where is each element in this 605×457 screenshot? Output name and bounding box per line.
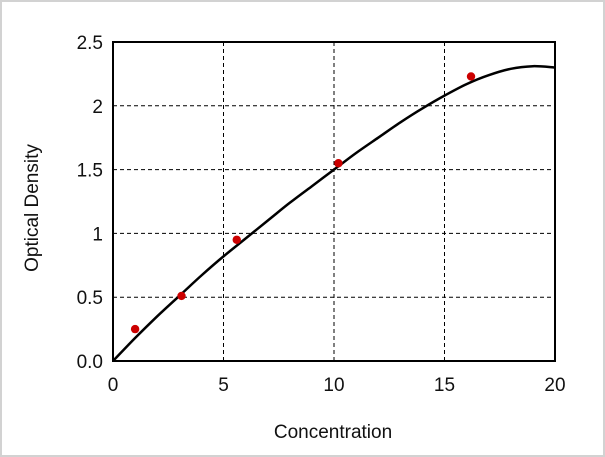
data-points (130, 72, 476, 334)
gridlines (113, 42, 555, 361)
data-point (334, 159, 343, 168)
plot-area (112, 41, 556, 362)
y-tick-label: 2 (92, 97, 103, 118)
x-axis-label: Concentration (274, 422, 392, 443)
y-tick-label: 2.5 (77, 33, 103, 54)
data-point (466, 72, 476, 81)
y-axis-label: Optical Density (22, 144, 43, 272)
y-tick-label: 0.0 (77, 352, 103, 373)
data-point (130, 324, 140, 334)
y-tick-label: 1 (92, 224, 103, 245)
data-point (232, 235, 241, 244)
data-point (177, 291, 186, 301)
fit-curve (112, 64, 556, 362)
x-tick-label: 20 (544, 375, 565, 396)
y-tick-labels: 0.0 0.5 1 1.5 2 2.5 (77, 33, 103, 373)
y-tick-label: 0.5 (77, 288, 103, 309)
x-tick-label: 5 (218, 375, 229, 396)
x-tick-label: 10 (323, 375, 344, 396)
y-tick-label: 1.5 (77, 161, 103, 182)
x-tick-labels: 0 5 10 15 20 (108, 375, 566, 396)
x-tick-label: 15 (434, 375, 455, 396)
x-tick-label: 0 (108, 375, 119, 396)
